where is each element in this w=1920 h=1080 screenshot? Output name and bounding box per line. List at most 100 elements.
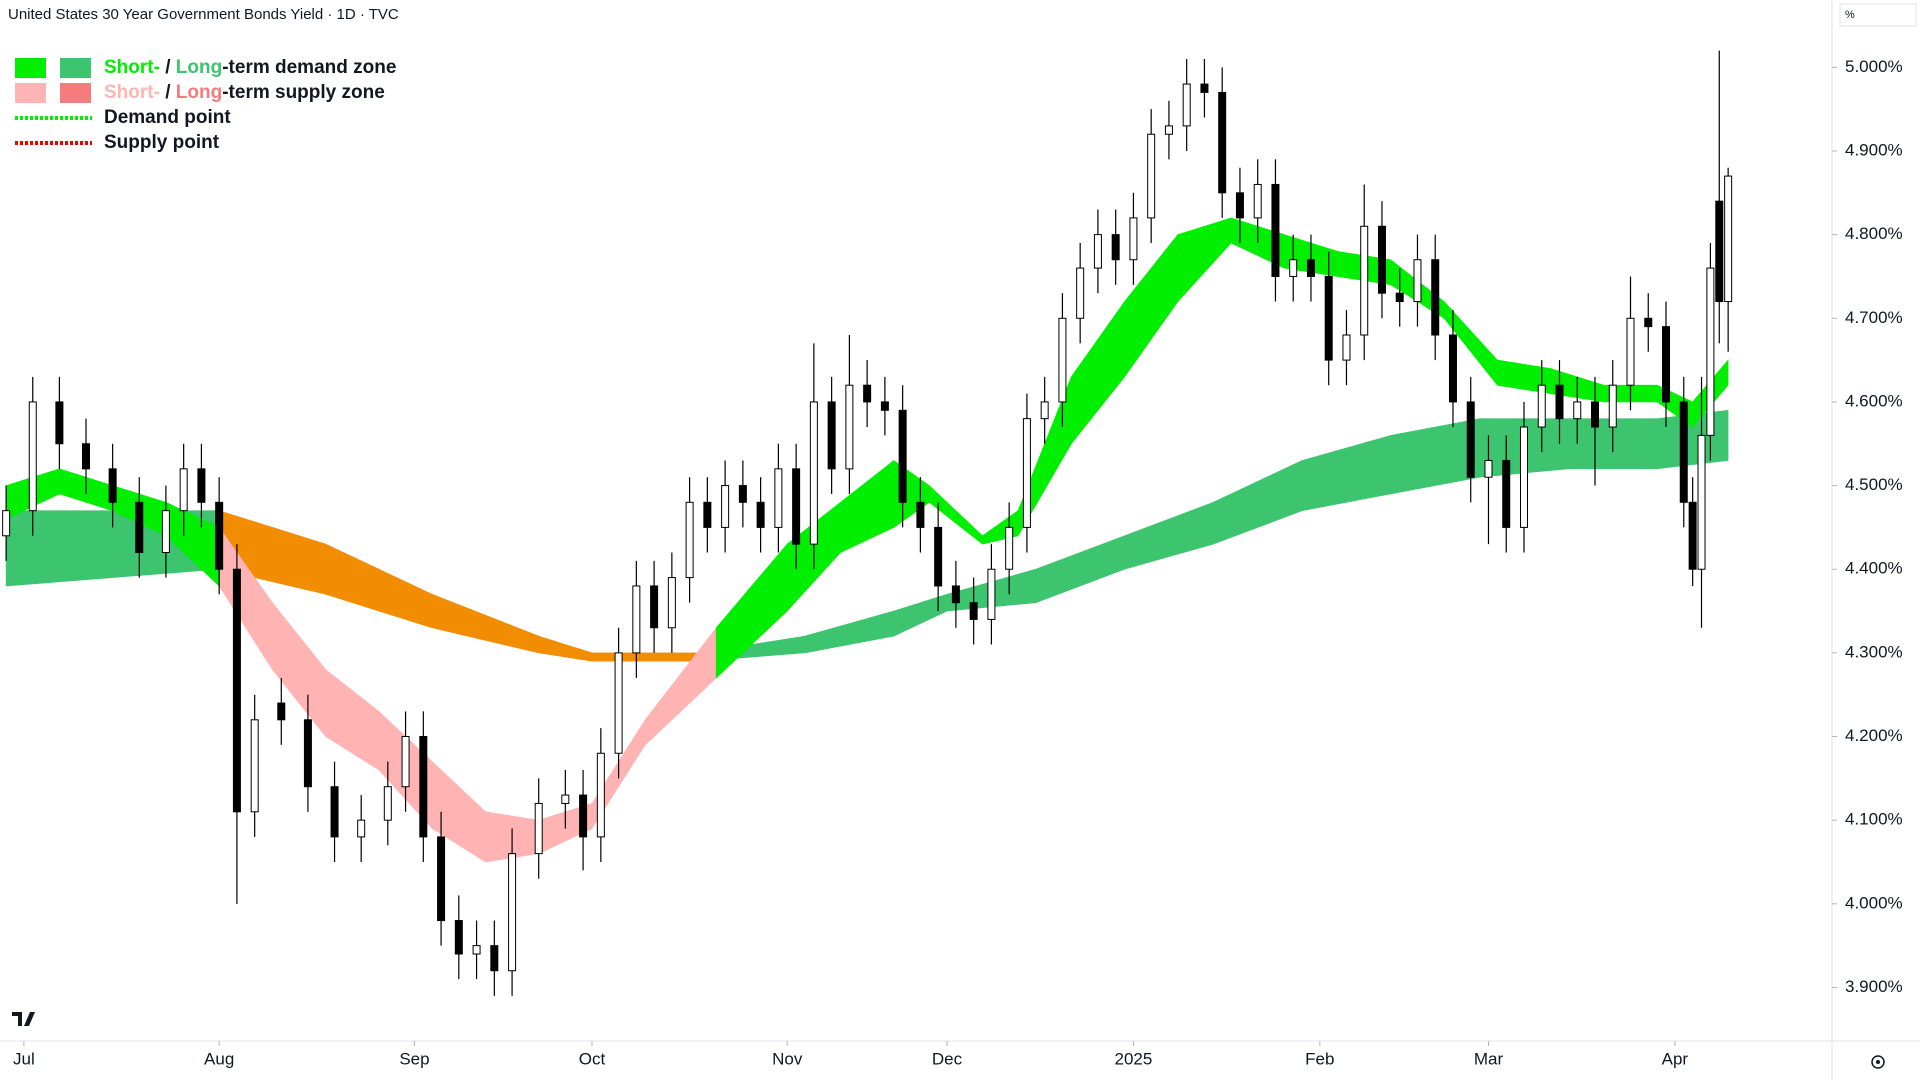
candle-body: [1005, 526, 1014, 570]
x-tick-label: Apr: [1662, 1049, 1689, 1068]
y-tick-label: 4.300%: [1845, 642, 1903, 661]
candle-body: [632, 585, 641, 654]
candle-body: [135, 501, 144, 553]
candle-body: [951, 585, 960, 604]
x-tick-label: Dec: [932, 1049, 963, 1068]
long-term-band: [5, 510, 113, 587]
logo: [12, 1012, 35, 1026]
x-tick-label: Aug: [204, 1049, 234, 1068]
candle-body: [1679, 401, 1688, 503]
x-tick-label: Nov: [772, 1049, 803, 1068]
x-tick-label: Feb: [1305, 1049, 1334, 1068]
candle-body: [454, 920, 463, 955]
candle-body: [277, 702, 286, 721]
candle-body: [1697, 434, 1706, 570]
candle-body: [250, 719, 259, 813]
candle-body: [987, 568, 996, 620]
candle-body: [1644, 317, 1653, 328]
candle-body: [916, 501, 925, 528]
candle-body: [1519, 426, 1528, 528]
candle-body: [579, 794, 588, 838]
legend-swatch: [15, 58, 46, 78]
candle-body: [1377, 225, 1386, 294]
candle-body: [703, 501, 712, 528]
candle-body: [1324, 275, 1333, 361]
candle-body: [357, 819, 366, 838]
candle-body: [1395, 292, 1404, 303]
candle-body: [1289, 259, 1298, 277]
candle-body: [437, 836, 446, 922]
legend-label-part: Short-: [104, 57, 160, 78]
candle-body: [215, 501, 224, 570]
candle-body: [1058, 317, 1067, 403]
legend-label-part: -term demand zone: [222, 57, 396, 78]
candle-body: [197, 468, 206, 503]
candle-body: [809, 401, 818, 545]
candle-body: [685, 501, 694, 579]
candle-body: [738, 485, 747, 503]
y-unit: %: [1845, 9, 1855, 21]
candle-body: [330, 786, 339, 838]
candle-body: [1431, 259, 1440, 336]
candle-body: [863, 384, 872, 403]
candle-body: [792, 468, 801, 545]
legend-swatch: [60, 83, 91, 103]
candle-body: [1040, 401, 1049, 420]
candle-body: [1093, 234, 1102, 269]
legend-label-part: -term supply zone: [222, 82, 385, 103]
candle-body: [1413, 259, 1422, 303]
candle-body: [303, 719, 312, 788]
candle-body: [1626, 317, 1635, 386]
candle-body: [1111, 234, 1120, 261]
legend-swatch: [15, 83, 46, 103]
candle-body: [1200, 83, 1209, 93]
y-tick-label: 4.000%: [1845, 893, 1903, 912]
settings-icon[interactable]: [1871, 1055, 1885, 1069]
legend-label-part: /: [160, 82, 176, 103]
candle-body: [534, 802, 543, 855]
candle-body: [596, 752, 605, 838]
candle-body: [1573, 401, 1582, 420]
candle-body: [561, 794, 570, 804]
candle-body: [1342, 334, 1351, 361]
candle-body: [1502, 459, 1511, 528]
legend-label-part: Demand point: [104, 107, 231, 128]
candle-body: [1235, 192, 1244, 219]
candle-body: [1271, 183, 1280, 277]
legend-label: Demand point: [104, 107, 231, 128]
y-tick-label: 4.400%: [1845, 559, 1903, 578]
candle-body: [756, 501, 765, 528]
candle-body: [1706, 267, 1715, 436]
candle-body: [1484, 459, 1493, 478]
y-tick-label: 4.800%: [1845, 224, 1903, 243]
y-tick-label: 4.900%: [1845, 140, 1903, 159]
legend-swatch: [60, 58, 91, 78]
candle-body: [401, 736, 410, 788]
candle-body: [1306, 259, 1315, 277]
candle-body: [179, 468, 188, 512]
legend-label-part: Long: [176, 57, 222, 78]
candle-body: [650, 585, 659, 629]
legend-label-part: Long: [176, 82, 222, 103]
y-tick-label: 4.100%: [1845, 810, 1903, 829]
x-tick-label: Oct: [579, 1049, 606, 1068]
chart-title: United States 30 Year Government Bonds Y…: [8, 6, 399, 23]
y-tick-label: 5.000%: [1845, 57, 1903, 76]
candle-body: [934, 526, 943, 587]
candle-body: [108, 468, 117, 503]
unit-box: [1839, 3, 1917, 27]
legend-label-part: Supply point: [104, 132, 220, 153]
logo-mark: [12, 1012, 35, 1026]
candle-body: [898, 409, 907, 503]
x-tick-label: Sep: [399, 1049, 429, 1068]
candle-body: [383, 786, 392, 821]
candle-body: [614, 652, 623, 754]
candle-body: [508, 853, 517, 972]
candle-body: [419, 736, 428, 838]
legend-label-part: Short-: [104, 82, 160, 103]
candle-body: [1555, 384, 1564, 420]
x-tick-label: 2025: [1115, 1049, 1153, 1068]
